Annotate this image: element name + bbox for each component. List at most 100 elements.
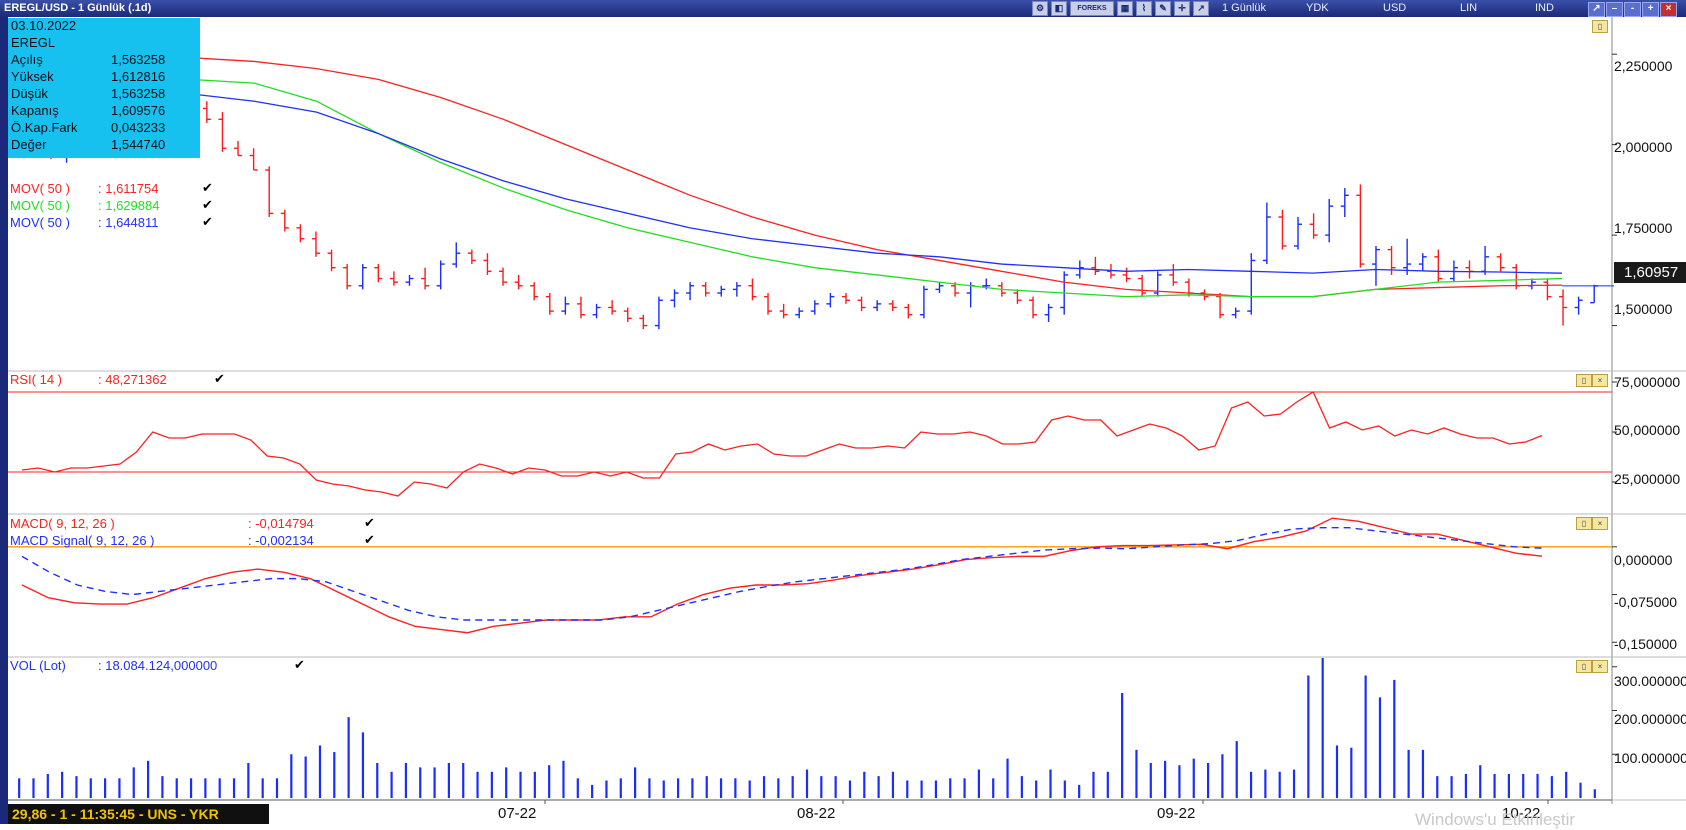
info-row-close: Kapanış 1,609576 [11,103,191,120]
vol-label: VOL (Lot) [10,658,66,673]
macd-visible-check-icon[interactable]: ✔ [364,515,375,530]
price-axis-label: 2,000000 [1614,139,1673,155]
info-value: 1,563258 [111,86,166,101]
crosshair-icon[interactable]: ✛ [1174,1,1190,16]
vol-axis-label: 100.000000 [1614,750,1686,766]
info-label: Değer [11,137,47,152]
chart-canvas[interactable] [8,17,1686,804]
macd-axis-label: 0,000000 [1614,552,1673,568]
rsi-axis-label: 50,000000 [1614,422,1681,438]
price-axis-label: 1,500000 [1614,301,1673,317]
maximize-icon[interactable]: + [1642,2,1659,17]
pin-icon[interactable]: ↗ [1588,2,1605,17]
rsi-axis-label: 75,000000 [1614,374,1681,390]
info-value: 1,544740 [111,137,166,152]
provider-selector[interactable]: YDK [1306,2,1329,14]
rsi-value: : 48,271362 [98,372,167,387]
rsi-panel-maximize-button[interactable]: ▯ [1576,374,1592,387]
rsi-line [21,391,1543,497]
chart-type-icon[interactable]: ⌇ [1136,1,1152,16]
info-label: Açılış [11,52,43,67]
rsi-panel-close-button[interactable]: × [1592,374,1608,387]
settings-icon[interactable]: ⚙ [1032,1,1048,16]
price-panel-button[interactable]: ▯ [1592,20,1608,33]
chart-toolbar: ⚙ ◧ FOREKS ▦ ⌇ ✎ ✛ ↗ [1032,1,1209,16]
info-row-open: Açılış 1,563258 [11,52,191,69]
ma-visible-check-icon[interactable]: ✔ [202,214,213,229]
vol-visible-check-icon[interactable]: ✔ [294,657,305,672]
rsi-visible-check-icon[interactable]: ✔ [214,371,225,386]
ma-label: MOV( 50 ) [10,215,70,230]
ma-value: : 1,644811 [98,215,159,230]
info-row-high: Yüksek 1,612816 [11,69,191,86]
ma-label: MOV( 50 ) [10,198,70,213]
trend-icon[interactable]: ↗ [1193,1,1209,16]
close-icon[interactable]: × [1660,2,1677,17]
ma-legend-red[interactable]: MOV( 50 ): 1,611754 [10,181,158,196]
rsi-legend[interactable]: RSI( 14 ) : 48,271362 [10,372,167,387]
rsi-axis-label: 25,000000 [1614,471,1681,487]
currency-selector[interactable]: USD [1383,2,1407,14]
macd-value: : -0,014794 [248,516,314,531]
info-value: 0,043233 [111,120,166,135]
macd-signal-visible-check-icon[interactable]: ✔ [364,532,375,547]
grid-icon[interactable]: ▦ [1117,1,1133,16]
vol-legend[interactable]: VOL (Lot) : 18.084.124,000000 [10,658,217,673]
info-label: Ö.Kap.Fark [11,120,78,135]
palette-icon[interactable]: ◧ [1051,1,1067,16]
ma-legend-blue[interactable]: MOV( 50 ) : 1,644811 [10,215,158,230]
macd-axis-label: -0,075000 [1614,594,1678,610]
vol-panel-maximize-button[interactable]: ▯ [1576,660,1592,673]
macd-legend[interactable]: MACD( 9, 12, 26 ): -0,014794 [10,516,314,531]
rsi-label: RSI( 14 ) [10,372,63,387]
period-selector[interactable]: 1 Günlük [1222,2,1267,14]
info-label: Kapanış [11,103,59,118]
ma-value: : 1,611754 [98,181,159,196]
ma-visible-check-icon[interactable]: ✔ [202,197,213,212]
moving-average-line [191,57,1563,298]
info-value: 1,563258 [111,52,166,67]
last-price-marker: 1,60957 [1614,262,1686,283]
price-axis-label: 1,750000 [1614,220,1673,236]
ma-visible-check-icon[interactable]: ✔ [202,180,213,195]
window-title: EREGL/USD - 1 Günlük (.1d) [4,2,152,14]
ohlc-info-box: 03.10.2022 EREGL Açılış 1,563258 Yüksek 1,… [8,18,200,158]
moving-average-line [191,93,1563,274]
info-value: 1,609576 [111,103,166,118]
macd-line [21,517,1543,634]
ma-value: : 1,629884 [98,198,160,213]
left-side-strip [0,17,8,824]
info-row-change: Ö.Kap.Fark 0,043233 [11,120,191,137]
scale-selector[interactable]: LIN [1460,2,1478,14]
title-bar[interactable]: EREGL/USD - 1 Günlük (.1d) ⚙ ◧ FOREKS ▦ … [0,0,1686,17]
x-axis-label: 07-22 [498,805,537,822]
macd-signal-line [21,527,1543,621]
macd-axis-label: -0,150000 [1614,636,1678,652]
draw-icon[interactable]: ✎ [1155,1,1171,16]
macd-signal-legend[interactable]: MACD Signal( 9, 12, 26 ) : -0,002134 [10,533,314,548]
vol-axis-label: 300.000000 [1614,673,1686,689]
info-date: 03.10.2022 [11,18,77,33]
price-axis-label: 2,250000 [1614,58,1673,74]
status-bar: 29,86 - 1 - 11:35:45 - UNS - YKR [8,804,269,824]
minimize-icon[interactable]: – [1606,2,1623,17]
info-label: Düşük [11,86,48,101]
vol-axis-label: 200.000000 [1614,711,1686,727]
activation-watermark: Windows'u Etkinleştir [1415,810,1576,829]
macd-panel-close-button[interactable]: × [1592,517,1608,530]
ma-legend-green[interactable]: MOV( 50 ) : 1,629884 [10,198,159,213]
mode-selector[interactable]: IND [1535,2,1554,14]
vol-panel-close-button[interactable]: × [1592,660,1608,673]
foreks-logo: FOREKS [1070,1,1114,16]
info-row-value: Değer 1,544740 [11,137,191,154]
x-axis-label: 09-22 [1157,805,1196,822]
restore-icon[interactable]: - [1624,2,1641,17]
macd-signal-value: : -0,002134 [248,533,314,548]
info-value: 1,612816 [111,69,166,84]
info-row-low: Düşük 1,563258 [11,86,191,103]
macd-signal-label: MACD Signal( 9, 12, 26 ) [10,533,155,548]
moving-average-line [191,78,1563,298]
vol-value: : 18.084.124,000000 [98,658,218,673]
macd-panel-maximize-button[interactable]: ▯ [1576,517,1592,530]
info-label: Yüksek [11,69,54,84]
